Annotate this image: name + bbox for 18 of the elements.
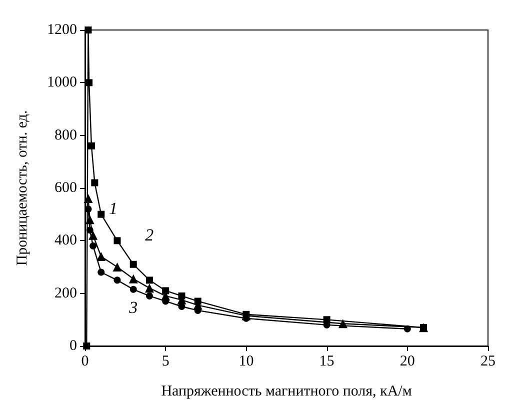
x-tick-label: 20 <box>400 354 415 370</box>
y-axis-title: Проницаемость, отн. ед. <box>14 110 30 266</box>
annotation: 1 <box>108 199 118 218</box>
annotation: 3 <box>128 298 138 317</box>
y-tick-label: 0 <box>70 338 77 354</box>
annotation: 2 <box>145 225 154 244</box>
x-axis-title: Напряженность магнитного поля, кА/м <box>161 384 412 400</box>
x-tick-label: 10 <box>238 354 254 370</box>
y-tick-label: 1000 <box>47 74 77 91</box>
y-tick-label: 600 <box>54 180 77 196</box>
x-tick-label: 15 <box>319 354 334 370</box>
y-tick-label: 1200 <box>47 22 77 38</box>
x-tick-label: 5 <box>162 354 170 370</box>
y-tick-label: 200 <box>54 285 77 302</box>
x-tick-label: 0 <box>81 354 89 370</box>
y-tick-label: 400 <box>54 232 77 249</box>
y-tick-label: 800 <box>54 127 77 144</box>
x-tick-label: 25 <box>480 354 496 370</box>
